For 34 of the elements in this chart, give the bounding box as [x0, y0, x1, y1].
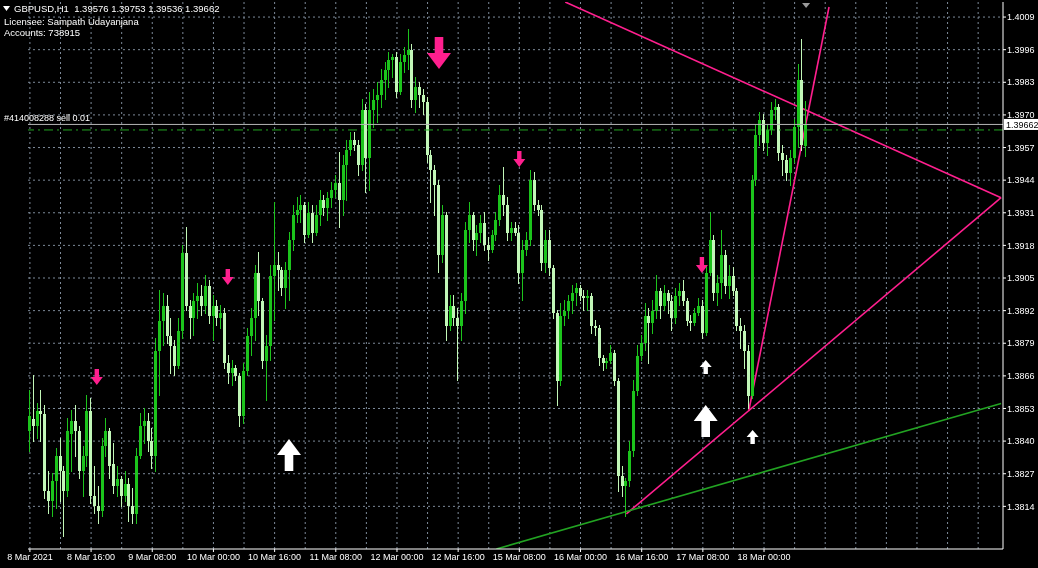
y-tick-label: 1.3931: [1007, 207, 1035, 218]
ref-line-label: #414008288 sell 0.01: [4, 112, 91, 123]
x-tick-label: 9 Mar 08:00: [128, 552, 177, 563]
x-tick-label: 17 Mar 08:00: [676, 552, 730, 563]
annotation: Accounts: 738915: [4, 27, 82, 38]
y-tick-label: 1.3918: [1007, 240, 1035, 251]
x-tick-label: 16 Mar 16:00: [615, 552, 669, 563]
y-tick-label: 1.3814: [1007, 501, 1035, 512]
x-tick-label: 10 Mar 00:00: [186, 552, 240, 563]
y-tick-label: 1.3944: [1007, 175, 1035, 186]
x-tick-label: 8 Mar 2021: [7, 552, 53, 563]
y-tick-label: 1.3996: [1007, 44, 1035, 55]
y-tick-label: 1.3957: [1007, 142, 1035, 153]
x-tick-label: 16 Mar 00:00: [553, 552, 608, 563]
x-tick-label: 8 Mar 16:00: [67, 552, 116, 563]
y-tick-label: 1.3892: [1007, 305, 1035, 316]
y-tick-label: 1.3840: [1007, 436, 1035, 447]
y-tick-label: 1.3970: [1007, 110, 1035, 121]
x-tick-label: 18 Mar 00:00: [737, 552, 791, 563]
x-tick-label: 12 Mar 00:00: [370, 552, 424, 563]
annotation: Licensee: Sampath Udayanjana: [4, 16, 139, 27]
x-tick-label: 15 Mar 08:00: [492, 552, 546, 563]
y-tick-label: 1.3905: [1007, 273, 1035, 284]
y-tick-label: 1.3866: [1007, 371, 1035, 382]
ref-line-label: 1.39662: [1006, 119, 1038, 130]
y-tick-label: 1.3853: [1007, 403, 1035, 414]
x-tick-label: 12 Mar 16:00: [431, 552, 485, 563]
x-tick-label: 11 Mar 08:00: [309, 552, 362, 563]
chart-title: GBPUSD,H1 1.39576 1.39753 1.39536 1.39662: [14, 3, 220, 14]
y-tick-label: 1.3983: [1007, 77, 1035, 88]
x-tick-label: 10 Mar 16:00: [248, 552, 302, 563]
y-tick-label: 1.3879: [1007, 338, 1035, 349]
y-tick-label: 1.3827: [1007, 468, 1035, 479]
y-tick-label: 1.4009: [1007, 12, 1035, 23]
